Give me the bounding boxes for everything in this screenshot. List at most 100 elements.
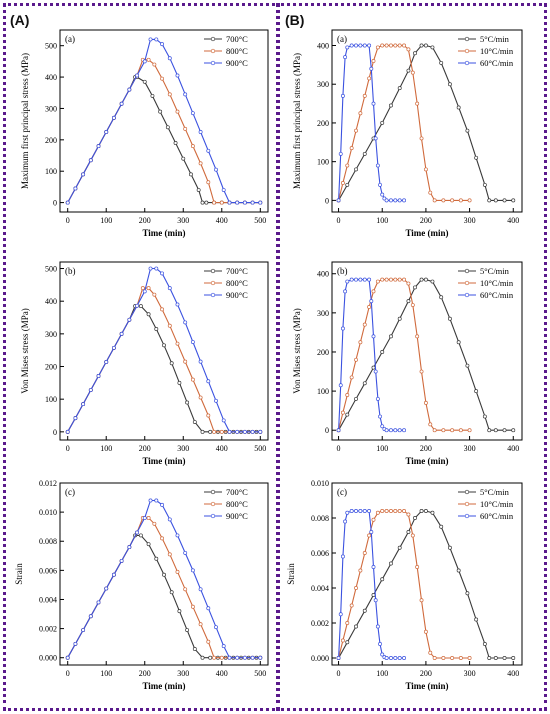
chart5-series-1-point [439, 295, 444, 300]
chart5-series-2-point [467, 428, 472, 433]
chart1-series-3-point [135, 73, 139, 78]
chart4-series-2-point [441, 198, 446, 203]
chart1-series-2-point [167, 92, 172, 97]
chart5-series-1-point [447, 316, 452, 321]
chart3-x-tick-label: 100 [100, 669, 112, 678]
chart5-series-2-point [358, 340, 363, 345]
chart5-series-1-point [487, 428, 492, 433]
chart3-series-1-point [192, 647, 197, 651]
chart1-series-1-point [204, 200, 209, 205]
chart5-series-2-point [406, 281, 411, 286]
chart1-series-3-point [142, 59, 147, 64]
chart6-series-1-line [338, 510, 514, 659]
chart6-series-1-point [389, 561, 393, 566]
chart6-series-1-point [430, 510, 435, 515]
chart1-series-2-point [146, 57, 151, 62]
chart6-series-3-point [349, 509, 354, 513]
chart3-series-1-point [169, 590, 174, 595]
chart6-series-2-point [367, 533, 372, 538]
chart5-x-tick-label: 200 [420, 444, 432, 453]
chart1-legend-label: 900°C [226, 58, 248, 68]
chart3-series-1-point [185, 628, 190, 633]
chart1-frame [59, 29, 269, 213]
chart4-series-2-point [367, 76, 372, 81]
chart6-series-3-point [375, 624, 380, 629]
chart3-series-3-point [73, 641, 78, 646]
chart5-series-2-point [389, 277, 393, 282]
chart5-series-1-point [419, 277, 424, 282]
panel-b-frame [276, 3, 547, 711]
chart4-series-2-point [384, 43, 389, 48]
chart4-series-1-point [456, 105, 461, 110]
chart3-series-3-point [183, 550, 188, 555]
chart3-series-3-line [67, 499, 261, 659]
chart2-series-2-point [167, 323, 172, 328]
chart6-series-3-point [367, 509, 372, 513]
chart6-series-1-point [423, 509, 428, 513]
chart3-legend-label: 800°C [226, 499, 248, 509]
chart3-series-3-point [119, 558, 124, 563]
chart6-series-1-point [493, 656, 498, 660]
chart6-series-2-line [338, 510, 470, 659]
chart1-series-3-point [160, 42, 165, 47]
chart3-series-2-point [198, 622, 203, 627]
chart2-series-2-point [212, 429, 217, 434]
chart6-series-2-point [441, 656, 446, 660]
chart5-series-3-point [367, 277, 372, 282]
chart2-series-1-point [169, 361, 174, 366]
chart5-series-2-point [397, 277, 402, 282]
chart6-subplot-label: (c) [337, 487, 347, 497]
chart6-y-tick-label: 0.008 [311, 514, 329, 523]
chart4-series-2-point [432, 198, 437, 203]
chart2-x-tick-label: 0 [66, 444, 70, 453]
chart4-series-2-point [354, 128, 358, 133]
chart4-series-3-point [389, 198, 393, 203]
chart4-series-2-point [419, 136, 424, 141]
chart6-series-3-line [338, 510, 405, 659]
chart1-series-3-point [148, 37, 153, 42]
chart3-x-tick-label: 300 [177, 669, 189, 678]
chart2-series-2-point [140, 286, 145, 291]
chart4-series-1-point [439, 60, 444, 65]
chart3-series-2-point [146, 515, 151, 520]
chart1-series-3-point [190, 111, 195, 116]
chart3-series-3-point [258, 655, 263, 660]
chart6-series-1-point [456, 568, 461, 573]
chart4-series-2-point [415, 101, 420, 106]
chart5-series-3-point [338, 383, 343, 388]
chart3-series-2-point [152, 521, 157, 526]
chart4-series-3-point [375, 163, 380, 168]
chart4-series-2-point [362, 93, 367, 98]
chart4-series-1-point [502, 198, 507, 203]
chart4-y-tick-label: 200 [317, 119, 329, 128]
chart4-series-3-point [397, 198, 402, 203]
chart5-series-1-point [502, 428, 507, 433]
chart5-series-1-point [430, 279, 435, 284]
chart5-series-3-point [402, 428, 407, 433]
chart1-x-axis-label: Time (min) [142, 228, 185, 238]
chart3-y-tick-label: 0.002 [39, 625, 57, 634]
chart3-series-3-point [148, 498, 153, 503]
chart3-series-2-point [175, 569, 180, 574]
chart6-series-1-point [354, 624, 358, 629]
chart3-legend-marker [210, 489, 216, 495]
chart2-series-1-point [154, 327, 159, 331]
chart4-x-tick-label: 100 [376, 216, 388, 225]
chart5-y-axis-label: Von Mises stress (MPa) [292, 308, 302, 394]
chart4-series-2-point [467, 198, 472, 203]
chart5-series-1-point [511, 428, 516, 433]
chart6-series-1-point [362, 608, 367, 613]
chart6-series-3-point [362, 509, 367, 513]
chart2-series-3-point [127, 317, 132, 322]
chart1-series-1-point [189, 172, 193, 177]
chart5-series-1-point [354, 396, 358, 401]
chart5-series-1-point [413, 285, 417, 290]
chart4-series-3-point [367, 43, 372, 48]
chart6-y-tick-label: 0.010 [311, 479, 329, 488]
chart1-series-3-point [88, 158, 93, 163]
chart1-series-2-point [160, 76, 165, 81]
chart2-x-tick-label: 400 [216, 444, 228, 453]
chart1-series-3-point [250, 200, 255, 205]
chart2-x-tick-label: 500 [254, 444, 266, 453]
chart4-legend-label: 5°C/min [480, 34, 510, 44]
